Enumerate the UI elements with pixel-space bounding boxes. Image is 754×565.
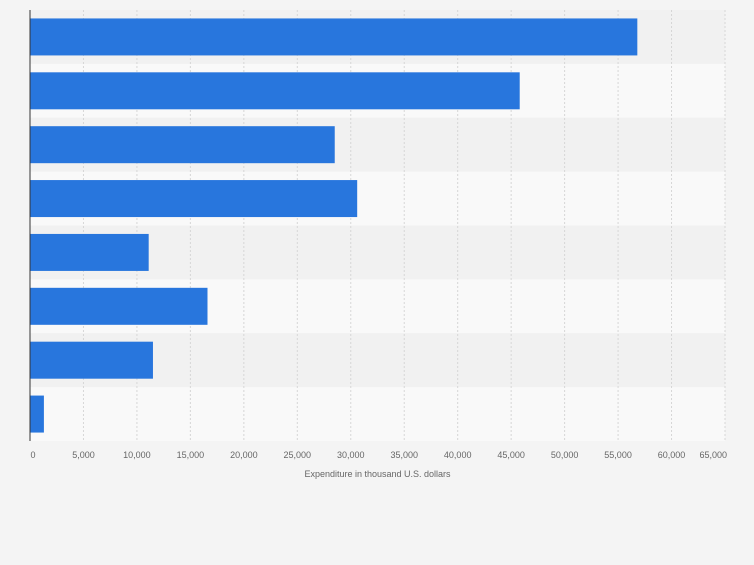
- x-tick-label: 0: [30, 450, 35, 460]
- x-axis-label: Expenditure in thousand U.S. dollars: [304, 469, 451, 479]
- bar: [30, 395, 44, 433]
- x-tick-label: 60,000: [658, 450, 686, 460]
- x-tick-label: 15,000: [177, 450, 205, 460]
- row-band: [30, 387, 725, 441]
- bar: [30, 341, 153, 379]
- x-tick-label: 45,000: [497, 450, 525, 460]
- x-tick-label: 35,000: [390, 450, 418, 460]
- x-tick-label: 55,000: [604, 450, 632, 460]
- x-tick-label: 20,000: [230, 450, 258, 460]
- x-tick-labels: 0 5,000 10,000 15,000 20,000 25,000 30,000 35,0…: [30, 450, 727, 460]
- bar: [30, 72, 520, 110]
- x-tick-label: 25,000: [284, 450, 312, 460]
- x-tick-label: 30,000: [337, 450, 365, 460]
- bar: [30, 180, 358, 218]
- x-tick-label: 5,000: [72, 450, 95, 460]
- x-tick-label: 65,000: [699, 450, 727, 460]
- bar: [30, 287, 208, 325]
- x-tick-label: 50,000: [551, 450, 579, 460]
- bar: [30, 18, 638, 56]
- bar: [30, 233, 149, 271]
- x-tick-label: 10,000: [123, 450, 151, 460]
- bar: [30, 126, 335, 164]
- x-tick-label: 40,000: [444, 450, 472, 460]
- bars: [30, 18, 638, 433]
